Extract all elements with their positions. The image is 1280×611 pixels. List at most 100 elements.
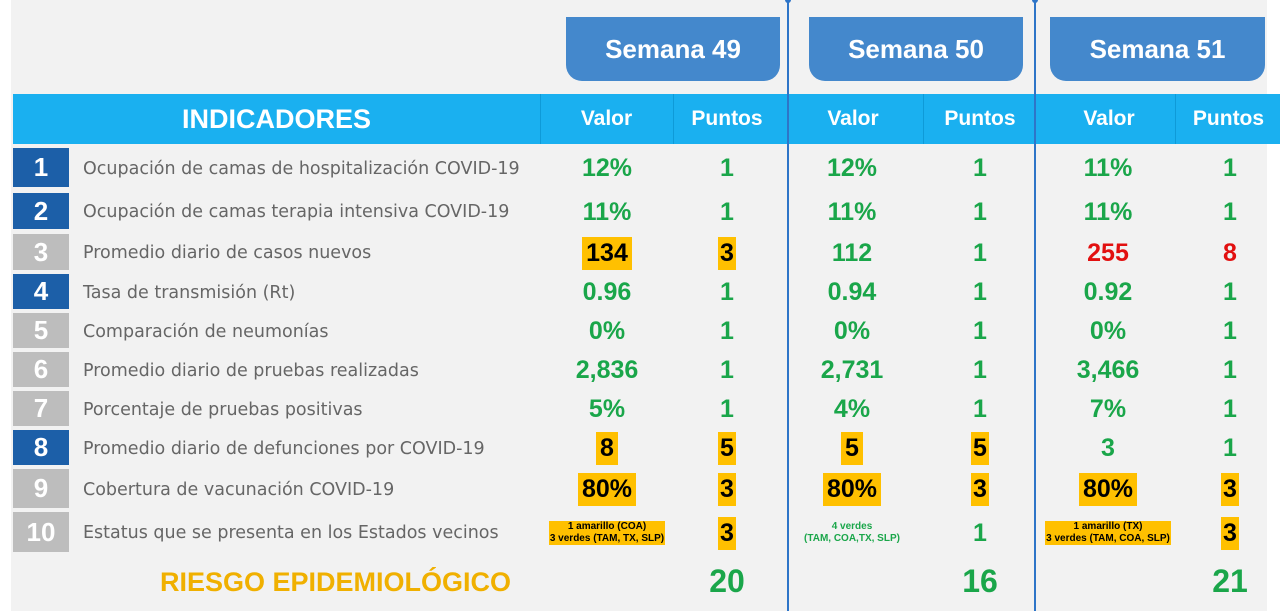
indicator-points: 1 — [1223, 154, 1237, 182]
value-cell: 12% — [540, 148, 674, 189]
indicator-value: 5% — [588, 395, 626, 423]
points-cell: 1 — [1175, 352, 1280, 389]
indicator-value: 12% — [581, 154, 633, 182]
indicator-value: 255 — [1087, 238, 1129, 267]
indicator-value: 0.92 — [1083, 278, 1133, 306]
value-cell: 0.92 — [1038, 274, 1178, 311]
indicator-row: 3 Promedio diario de casos nuevos 134 3 112 1… — [0, 234, 1280, 272]
neighbor-status-line: 1 amarillo (TX) — [1073, 521, 1143, 532]
indicator-points: 1 — [973, 518, 987, 547]
week-51-tab: Semana 51 — [1050, 17, 1265, 81]
value-cell: 7% — [1038, 391, 1178, 428]
indicator-value: 0% — [1089, 317, 1127, 345]
indicator-points: 3 — [1221, 473, 1239, 506]
indicator-row: 2 Ocupación de camas terapia intensiva CO… — [0, 193, 1280, 231]
indicator-points: 1 — [720, 356, 734, 384]
indicator-label: Promedio diario de casos nuevos — [83, 243, 372, 263]
indicator-value: 11% — [582, 197, 632, 226]
header-puntos-50: Puntos — [944, 107, 1016, 130]
indicator-value: 11% — [827, 197, 877, 226]
value-cell: 0% — [1038, 313, 1178, 350]
value-cell: 0% — [786, 313, 918, 350]
value-cell: 0% — [540, 313, 674, 350]
indicator-points: 1 — [720, 317, 734, 345]
points-cell: 1 — [672, 148, 782, 189]
points-cell: 1 — [925, 512, 1035, 554]
indicator-row: 10 Estatus que se presenta en los Estados… — [0, 512, 1280, 554]
indicator-points: 1 — [973, 317, 987, 345]
value-cell: 3 — [1038, 430, 1178, 467]
indicator-value: 2,731 — [820, 356, 884, 384]
value-cell: 80% — [1038, 469, 1178, 510]
indicator-row: 5 Comparación de neumonías 0% 1 0% 1 0% 1 — [0, 313, 1280, 350]
indicator-value: 0% — [833, 317, 871, 345]
indicator-points: 3 — [718, 473, 736, 506]
points-cell: 1 — [925, 148, 1035, 189]
indicator-row: 9 Cobertura de vacunación COVID-19 80% 3 80%… — [0, 469, 1280, 510]
indicator-points: 1 — [973, 356, 987, 384]
indicator-points: 1 — [720, 395, 734, 423]
indicator-row: 4 Tasa de transmisión (Rt) 0.96 1 0.94 1 0.92 1 — [0, 274, 1280, 311]
indicator-label: Tasa de transmisión (Rt) — [83, 282, 296, 303]
indicator-label: Ocupación de camas terapia intensiva COV… — [83, 202, 510, 222]
indicator-value: 0.96 — [582, 278, 632, 306]
points-cell: 1 — [1175, 193, 1280, 231]
indicator-number: 3 — [13, 234, 69, 270]
value-cell: 4 verdes (TAM, COA,TX, SLP) — [786, 512, 918, 554]
points-cell: 1 — [1175, 274, 1280, 311]
points-cell: 1 — [672, 274, 782, 311]
indicator-label: Estatus que se presenta en los Estados v… — [83, 523, 499, 543]
points-cell: 3 — [672, 469, 782, 510]
indicator-row: 1 Ocupación de camas de hospitalización C… — [0, 148, 1280, 189]
points-cell: 1 — [925, 274, 1035, 311]
indicator-value: 11% — [1083, 154, 1133, 182]
points-cell: 3 — [1175, 512, 1280, 554]
points-cell: 1 — [672, 193, 782, 231]
indicator-label: Porcentaje de pruebas positivas — [83, 399, 363, 420]
week-49-tab: Semana 49 — [566, 17, 780, 81]
indicator-points: 3 — [1221, 516, 1239, 550]
header-valor-49: Valor — [580, 107, 633, 130]
indicator-points: 1 — [720, 278, 734, 306]
header-valor-51: Valor — [1083, 107, 1135, 130]
value-cell: 80% — [540, 469, 674, 510]
value-cell: 3,466 — [1038, 352, 1178, 389]
points-cell: 1 — [672, 313, 782, 350]
indicator-points: 1 — [1223, 317, 1237, 345]
indicator-value: 80% — [822, 473, 882, 506]
indicator-points: 1 — [973, 197, 987, 226]
value-cell: 11% — [540, 193, 674, 231]
indicator-points: 1 — [1223, 434, 1237, 462]
value-cell: 8 — [540, 430, 674, 467]
week-divider-line — [1034, 0, 1036, 611]
points-cell: 5 — [925, 430, 1035, 467]
total-week-50: 16 — [962, 562, 998, 599]
points-cell: 1 — [925, 391, 1035, 428]
neighbor-status-text: 4 verdes (TAM, COA,TX, SLP) — [804, 521, 900, 545]
indicator-value: 3,466 — [1076, 356, 1140, 384]
points-cell: 3 — [925, 469, 1035, 510]
header-divider — [673, 94, 674, 144]
points-cell: 3 — [1175, 469, 1280, 510]
points-cell: 1 — [1175, 391, 1280, 428]
indicator-value: 4% — [833, 395, 871, 423]
header-divider — [540, 94, 541, 144]
points-cell: 1 — [925, 313, 1035, 350]
value-cell: 255 — [1038, 234, 1178, 272]
indicator-number: 9 — [13, 469, 69, 508]
header-indicadores: INDICADORES — [181, 103, 371, 134]
value-cell: 5% — [540, 391, 674, 428]
indicator-number: 10 — [13, 512, 69, 552]
total-week-49: 20 — [709, 562, 745, 599]
indicator-points: 1 — [973, 395, 987, 423]
points-cell: 1 — [925, 352, 1035, 389]
header-divider — [923, 94, 924, 144]
indicator-points: 1 — [1223, 356, 1237, 384]
value-cell: 11% — [1038, 193, 1178, 231]
indicator-number: 7 — [13, 391, 69, 426]
neighbor-status-line: 3 verdes (TAM, TX, SLP) — [549, 533, 665, 544]
points-cell: 5 — [672, 430, 782, 467]
neighbor-status-line: (TAM, COA,TX, SLP) — [804, 533, 900, 544]
indicator-points: 3 — [971, 473, 989, 506]
